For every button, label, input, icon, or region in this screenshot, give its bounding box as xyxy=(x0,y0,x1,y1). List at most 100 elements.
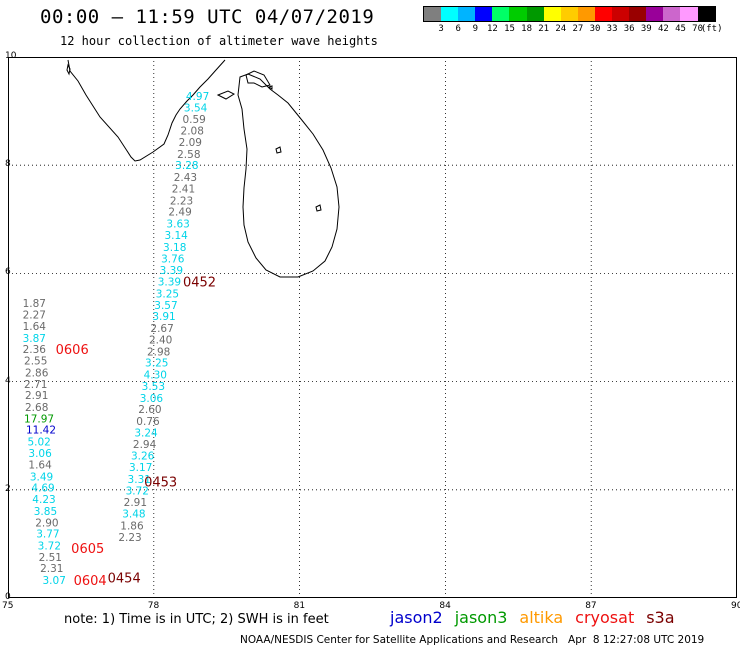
swh-value: 3.25 xyxy=(156,288,179,300)
swh-value: 3.26 xyxy=(131,451,155,463)
colorbar-tick: 18 xyxy=(521,24,533,34)
swh-value: 3.54 xyxy=(184,102,208,114)
colorbar-swatch xyxy=(663,7,681,21)
colorbar-unit: (ft) xyxy=(700,24,723,34)
lon-tick-label: 75 xyxy=(2,601,14,611)
colorbar-swatch xyxy=(492,7,510,21)
colorbar-swatch xyxy=(646,7,664,21)
coastline xyxy=(66,59,340,278)
map-subtitle: 12 hour collection of altimeter wave hei… xyxy=(60,34,378,48)
colorbar-swatch xyxy=(594,7,613,21)
colorbar-tick: 30 xyxy=(589,24,601,34)
colorbar-tick: 24 xyxy=(555,24,567,34)
map-title: 00:00 – 11:59 UTC 04/07/2019 xyxy=(40,6,375,28)
legend-cryosat: cryosat xyxy=(575,608,635,627)
swh-value: 3.18 xyxy=(163,242,186,254)
colorbar-swatch xyxy=(629,7,647,21)
map-canvas: 4.973.540.592.082.092.583.282.432.412.23… xyxy=(8,57,737,598)
colorbar-tick: 36 xyxy=(623,24,635,34)
pass-time-label: 0606 xyxy=(56,343,89,358)
swh-value: 1.64 xyxy=(28,459,52,471)
swh-value: 3.25 xyxy=(145,358,168,370)
units-note: note: 1) Time is in UTC; 2) SWH is in fe… xyxy=(64,612,329,627)
lon-tick-label: 81 xyxy=(293,601,306,611)
swh-value: 2.98 xyxy=(147,346,170,358)
legend-altika: altika xyxy=(519,608,564,627)
swh-value: 3.49 xyxy=(30,471,53,483)
legend-jason2: jason2 xyxy=(390,608,443,627)
swh-value: 4.69 xyxy=(31,483,54,495)
swh-value: 2.40 xyxy=(149,334,172,346)
sri-lanka-coastline xyxy=(237,73,340,278)
swh-value: 3.53 xyxy=(142,381,165,393)
colorbar-tick: 33 xyxy=(606,24,618,34)
swh-value: 2.09 xyxy=(179,137,202,149)
colorbar-tick: 3 xyxy=(438,24,444,34)
swh-value: 4.97 xyxy=(186,91,209,103)
swh-value: 2.91 xyxy=(124,497,147,509)
swh-value: 3.57 xyxy=(154,300,177,312)
swh-value: 2.86 xyxy=(25,367,49,379)
colorbar-tick: 12 xyxy=(486,24,498,34)
swh-value: 3.17 xyxy=(129,462,152,474)
colorbar-swatch xyxy=(475,7,493,21)
india-west-islet xyxy=(66,63,71,76)
swh-value: 2.23 xyxy=(170,195,193,207)
islet-2 xyxy=(315,204,322,212)
swh-value: 2.23 xyxy=(118,532,141,544)
pass-time-label: 0453 xyxy=(144,476,177,491)
colorbar-swatch xyxy=(577,7,595,21)
swh-value: 2.41 xyxy=(172,183,195,195)
swh-value: 2.08 xyxy=(181,126,204,138)
swh-value: 0.59 xyxy=(182,114,205,126)
swh-value: 3.63 xyxy=(166,219,189,231)
swh-value: 17.97 xyxy=(24,413,54,425)
satellite-legend: jason2 jason3 altika cryosat s3a xyxy=(390,608,687,627)
swh-value: 2.60 xyxy=(138,404,161,416)
credit-line: NOAA/NESDIS Center for Satellite Applica… xyxy=(240,634,705,646)
swh-value: 3.14 xyxy=(164,230,188,242)
colorbar-tick: 70 xyxy=(692,24,704,34)
colorbar-swatch xyxy=(560,7,578,21)
swh-value: 3.39 xyxy=(158,277,181,289)
colorbar-swatches xyxy=(423,6,716,22)
pass-time-labels: 0452 0606 0453 0605 0604 0454 xyxy=(56,276,216,590)
colorbar-tick: 15 xyxy=(504,24,515,34)
legend-s3a: s3a xyxy=(646,608,675,627)
swh-value: 2.55 xyxy=(24,356,47,368)
pass-time-label: 0454 xyxy=(108,571,141,586)
swh-value: 3.31 xyxy=(128,474,151,486)
map-border xyxy=(8,57,737,598)
wave-height-colorbar: 3 6 9 12 15 18 21 24 27 30 33 36 39 42 45 70 (ft) xyxy=(423,6,723,34)
swh-value: 5.02 xyxy=(27,437,50,449)
swh-value: 3.48 xyxy=(122,509,145,521)
colorbar-swatch xyxy=(424,7,442,21)
swh-value: 2.90 xyxy=(35,517,58,529)
swh-value: 2.27 xyxy=(23,310,46,322)
swh-value: 3.06 xyxy=(140,393,164,405)
swh-value: 3.06 xyxy=(28,448,52,460)
colorbar-swatch xyxy=(526,7,544,21)
lon-tick-label: 90 xyxy=(731,601,740,611)
lon-tick-label: 78 xyxy=(147,601,160,611)
islet-3 xyxy=(267,85,273,90)
lat-lon-grid xyxy=(8,57,737,598)
pass-time-label: 0452 xyxy=(183,276,216,291)
colorbar-swatch xyxy=(680,7,698,21)
colorbar-ticks: 3 6 9 12 15 18 21 24 27 30 33 36 39 42 45 70 (ft) xyxy=(423,22,722,34)
swh-value: 2.68 xyxy=(25,402,48,414)
swh-value: 2.91 xyxy=(25,390,48,402)
swh-value: 2.36 xyxy=(23,344,47,356)
islet-1 xyxy=(275,146,282,154)
swh-value: 2.31 xyxy=(40,563,63,575)
legend-jason3: jason3 xyxy=(454,608,508,627)
jaffna-peninsula xyxy=(245,70,271,88)
pass-time-label: 0604 xyxy=(74,574,107,589)
swh-value: 2.94 xyxy=(133,439,157,451)
swh-value: 1.64 xyxy=(23,321,47,333)
colorbar-swatch xyxy=(697,7,715,21)
colorbar-tick: 45 xyxy=(675,24,686,34)
colorbar-tick: 21 xyxy=(538,24,550,34)
swh-value: 3.85 xyxy=(34,506,57,518)
swh-value: 0.76 xyxy=(136,416,160,428)
